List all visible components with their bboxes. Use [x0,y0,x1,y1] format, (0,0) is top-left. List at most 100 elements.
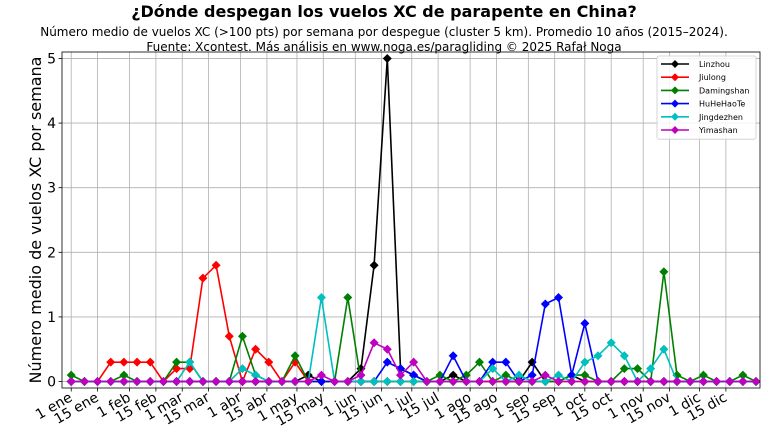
data-point [672,377,682,387]
data-point [66,370,76,380]
series-yimashan [66,338,761,387]
data-point [474,357,484,367]
data-point [224,377,234,387]
legend-item-jingdezhen: Jingdezhen [661,112,743,122]
data-point [488,357,498,367]
data-point [540,299,550,309]
data-point [382,344,392,354]
legend-label: Jingdezhen [698,113,743,122]
data-point [264,357,274,367]
data-point [725,377,735,387]
data-point [198,377,208,387]
data-point [738,377,748,387]
legend-item-jiulong: Jiulong [661,73,726,82]
data-point [698,377,708,387]
data-point [343,293,353,303]
data-point [448,377,458,387]
y-tick-label: 2 [47,245,56,261]
data-point [303,377,313,387]
data-point [316,293,326,303]
data-point [698,370,708,380]
data-point [448,370,458,380]
data-point [211,377,221,387]
plot-frame [61,51,761,389]
data-point [145,357,155,367]
data-point [527,377,537,387]
data-point [435,377,445,387]
y-tick-label: 4 [47,116,56,132]
data-point [132,377,142,387]
data-point [685,377,695,387]
data-point [540,377,550,387]
data-point [567,377,577,387]
data-point [277,377,287,387]
data-point [264,377,274,387]
data-point [316,370,326,380]
data-point [211,260,221,270]
data-point [290,351,300,361]
data-point [751,377,761,387]
data-point [580,377,590,387]
data-point [172,357,182,367]
data-point [409,370,419,380]
data-point [527,370,537,380]
legend-label: Jiulong [698,73,726,82]
data-point [633,364,643,374]
legend-item-huhehaote: HuHeHaoTe [661,99,745,109]
data-point [501,370,511,380]
series-layer [66,53,761,387]
chart-subtitle-line-1: Número medio de vuelos XC (>100 pts) por… [40,25,728,39]
data-point [395,370,405,380]
data-point [356,377,366,387]
data-point [448,351,458,361]
data-point [580,370,590,380]
data-point [79,377,89,387]
data-point [237,364,247,374]
data-point [461,377,471,387]
data-point [619,377,629,387]
data-point [66,377,76,387]
data-point [172,377,182,387]
data-point [119,370,129,380]
legend-marker [671,73,679,82]
y-tick-label: 5 [47,51,56,67]
data-point [659,377,669,387]
legend-label: Linzhou [699,60,730,69]
data-point [606,338,616,348]
data-point [356,370,366,380]
data-point [185,377,195,387]
data-point [382,357,392,367]
data-point [119,357,129,367]
data-point [224,331,234,341]
y-tick-label: 1 [47,310,56,326]
legend-label: HuHeHaoTe [699,100,745,109]
data-point [501,377,511,387]
data-point [554,377,564,387]
data-point [382,377,392,387]
legend-label: Yimashan [698,126,738,135]
data-point [251,370,261,380]
legend-marker [671,99,679,108]
legend-marker [671,112,679,121]
series-jiulong [66,260,761,387]
data-point [369,260,379,270]
data-point [395,377,405,387]
data-point [554,370,564,380]
data-point [145,377,155,387]
data-point [106,377,116,387]
data-point [158,377,168,387]
data-point [185,357,195,367]
data-point [738,370,748,380]
data-point [369,338,379,348]
data-point [316,377,326,387]
data-point [646,364,656,374]
data-point [93,377,103,387]
data-point [409,357,419,367]
data-point [198,273,208,283]
data-point [606,377,616,387]
data-point [343,377,353,387]
data-point [514,377,524,387]
data-point [237,331,247,341]
data-point [422,377,432,387]
